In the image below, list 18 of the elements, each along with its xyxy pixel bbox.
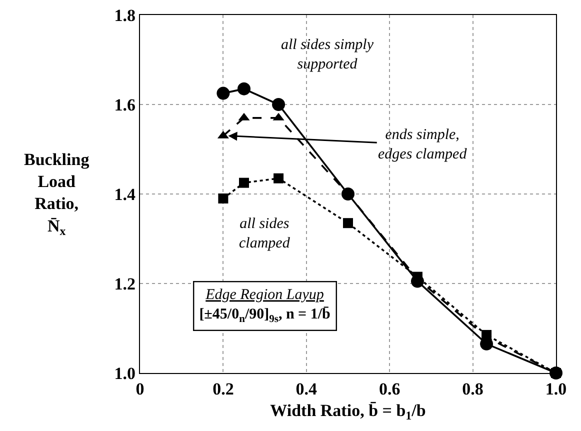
series-label: all sides simply supported bbox=[281, 37, 374, 72]
y-tick-label: 1.2 bbox=[114, 274, 136, 294]
annotation: [±45/0$_{n}$/90]$_{9s}$, n = 1/b̄ bbox=[199, 306, 330, 325]
x-tick-label: 0 bbox=[136, 380, 144, 398]
y-axis-title: Buckling Load Ratio, N̄$_{x}$ bbox=[24, 150, 90, 238]
y-tick-label: 1.0 bbox=[114, 364, 136, 383]
y-tick-label: 1.6 bbox=[114, 95, 136, 114]
x-tick-label: 0.8 bbox=[462, 380, 484, 398]
x-tick-label: 0.6 bbox=[378, 380, 400, 398]
series-label: all sides clamped bbox=[239, 216, 290, 252]
annotation: Edge Region Layup bbox=[204, 287, 324, 304]
x-tick-label: 1.0 bbox=[545, 380, 567, 398]
y-tick-label: 1.4 bbox=[114, 184, 136, 204]
x-axis-title: Width Ratio, b̄ = b$_{1}$/b bbox=[270, 400, 426, 422]
x-tick-label: 0.2 bbox=[212, 380, 234, 398]
text: ends simple, edges clamped bbox=[378, 127, 468, 162]
y-tick-label: 1.8 bbox=[114, 6, 136, 25]
x-tick-label: 0.4 bbox=[296, 380, 318, 398]
